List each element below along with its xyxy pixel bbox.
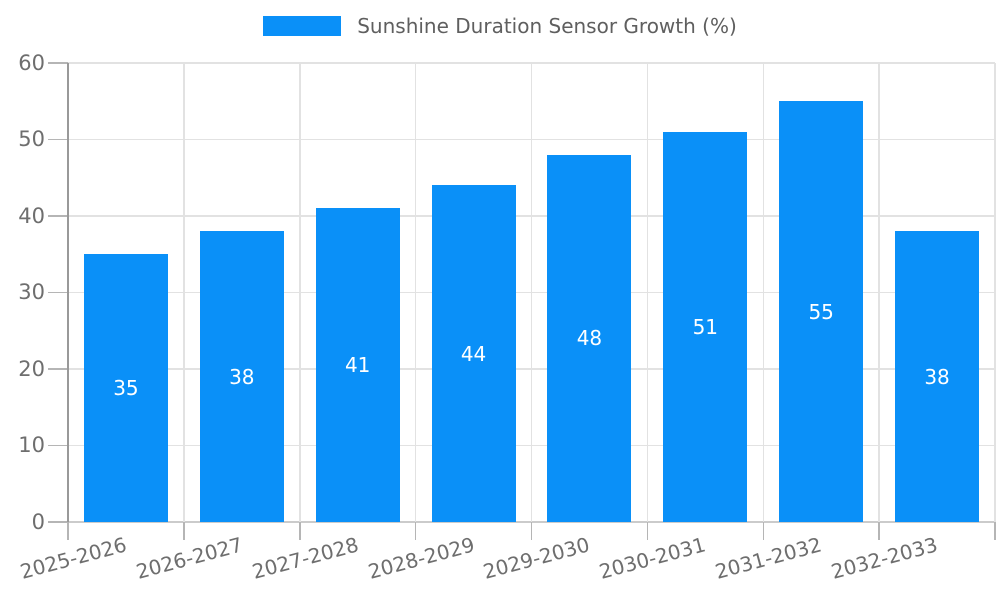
bar-2030-2031[interactable] (663, 131, 748, 522)
bar-value-label: 38 (229, 364, 255, 389)
x-tick-mark-3 (414, 522, 417, 540)
y-tick-mark-0 (48, 521, 68, 523)
bar-2031-2032[interactable] (779, 101, 864, 522)
gridline-x-3 (414, 63, 417, 522)
gridline-x-1 (183, 63, 185, 522)
y-tick-mark-30 (48, 291, 68, 294)
x-tick-mark-4 (530, 522, 533, 540)
x-tick-mark-7 (878, 522, 880, 540)
bar-value-label: 51 (692, 314, 719, 339)
x-tick-mark-0 (67, 522, 69, 540)
bar-value-label: 35 (113, 376, 139, 401)
gridline-x-5 (646, 63, 649, 522)
bar-value-label: 48 (576, 326, 603, 351)
bar-2032-2033[interactable] (895, 231, 980, 522)
y-axis-line (67, 63, 69, 522)
bar-2028-2029[interactable] (431, 185, 516, 522)
y-axis-label-0: 0 (31, 509, 45, 534)
bar-2026-2027[interactable] (199, 231, 284, 522)
legend-swatch[interactable] (263, 16, 342, 36)
bar-2027-2028[interactable] (315, 208, 400, 522)
gridline-x-4 (530, 63, 533, 522)
bar-value-label: 38 (924, 364, 950, 389)
y-axis-label-50: 50 (18, 127, 45, 151)
legend-label[interactable]: Sunshine Duration Sensor Growth (%) (357, 14, 737, 38)
y-tick-mark-20 (48, 368, 68, 370)
gridline-x-2 (299, 63, 301, 522)
x-tick-mark-5 (646, 522, 649, 540)
gridline-x-7 (878, 63, 880, 522)
y-tick-mark-10 (48, 444, 68, 447)
y-axis-label-30: 30 (18, 280, 45, 304)
x-tick-mark-2 (299, 522, 301, 540)
y-axis-label-40: 40 (18, 203, 45, 228)
y-tick-mark-60 (48, 62, 68, 64)
bar-value-label: 44 (460, 341, 487, 366)
gridline-x-8 (994, 63, 996, 522)
x-tick-mark-6 (762, 522, 764, 540)
y-axis-label-60: 60 (18, 50, 45, 75)
y-axis-label-20: 20 (18, 356, 45, 381)
x-tick-mark-8 (994, 522, 996, 540)
bar-2025-2026[interactable] (83, 254, 168, 522)
bar-value-label: 55 (808, 299, 834, 324)
x-tick-mark-1 (183, 522, 185, 540)
chart-legend: Sunshine Duration Sensor Growth (%) (0, 14, 1000, 38)
y-axis-label-10: 10 (18, 433, 45, 457)
y-tick-mark-50 (48, 138, 68, 141)
gridline-x-6 (762, 63, 764, 522)
bar-value-label: 41 (344, 353, 371, 378)
y-tick-mark-40 (48, 215, 68, 217)
bar-2029-2030[interactable] (547, 154, 632, 522)
